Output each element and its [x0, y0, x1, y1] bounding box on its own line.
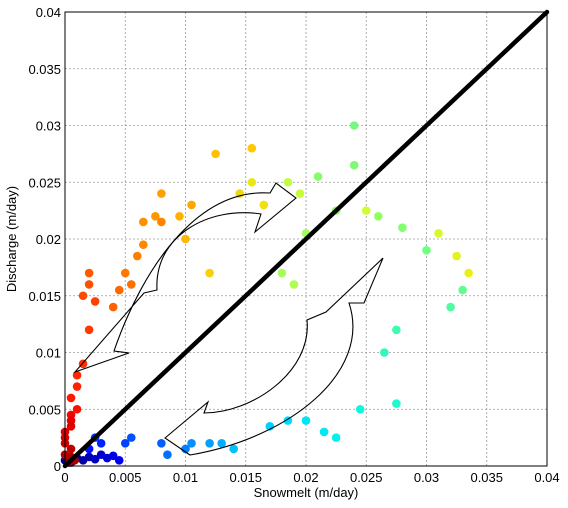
- data-point: [464, 268, 473, 278]
- data-point: [187, 439, 196, 448]
- data-point: [422, 246, 431, 255]
- y-tick-label: 0.035: [28, 62, 61, 77]
- y-tick-label: 0.025: [28, 175, 61, 190]
- data-point: [126, 433, 136, 442]
- x-tick-label: 0.03: [414, 470, 439, 485]
- data-point: [205, 268, 214, 278]
- data-point: [108, 451, 118, 461]
- data-point: [349, 121, 359, 130]
- data-point: [66, 444, 76, 454]
- x-tick-label: 0.04: [534, 470, 559, 485]
- data-point: [289, 280, 299, 289]
- data-point: [66, 421, 76, 431]
- data-point: [187, 200, 196, 210]
- x-tick-label: 0.02: [293, 470, 318, 485]
- data-point: [114, 456, 124, 465]
- data-point: [78, 291, 88, 301]
- data-point: [108, 302, 118, 312]
- y-tick-label: 0.015: [28, 289, 61, 304]
- one-to-one-reference-line: [62, 9, 550, 469]
- data-point: [72, 370, 82, 380]
- x-tick-label: 0.025: [350, 470, 383, 485]
- data-point: [84, 280, 94, 289]
- y-tick-labels: 0 0.005 0.01 0.015 0.02 0.025 0.03 0.035 0.04: [28, 5, 61, 474]
- data-point: [331, 433, 341, 442]
- y-tick-label: 0.01: [36, 346, 61, 361]
- data-point: [157, 439, 166, 448]
- y-tick-label: 0.02: [36, 232, 61, 247]
- data-point: [349, 160, 359, 170]
- data-point: [458, 285, 467, 295]
- y-axis-label: Discharge (m/day): [4, 186, 19, 292]
- data-point: [157, 217, 166, 227]
- hysteresis-arrow-lower: [164, 257, 384, 456]
- data-point: [398, 223, 407, 232]
- data-point: [90, 297, 100, 306]
- data-point: [163, 450, 172, 459]
- data-point: [205, 439, 214, 448]
- data-point: [211, 149, 220, 159]
- data-point: [259, 200, 269, 210]
- data-point: [84, 268, 94, 278]
- x-tick-label: 0.01: [173, 470, 198, 485]
- data-point: [277, 268, 287, 278]
- data-point: [452, 251, 461, 261]
- x-tick-label: 0: [61, 470, 68, 485]
- data-point: [175, 212, 184, 221]
- data-point: [295, 189, 305, 198]
- data-point: [355, 404, 365, 414]
- data-point: [392, 325, 401, 335]
- data-point: [247, 177, 257, 187]
- data-point: [96, 439, 106, 448]
- data-point: [217, 439, 226, 448]
- data-point: [247, 143, 257, 153]
- data-point: [114, 285, 124, 295]
- y-tick-label: 0: [54, 459, 61, 474]
- y-tick-label: 0.04: [36, 5, 61, 20]
- data-point: [90, 454, 100, 464]
- y-tick-label: 0.005: [28, 402, 61, 417]
- data-point: [139, 217, 148, 227]
- x-axis-label: Snowmelt (m/day): [254, 485, 359, 500]
- plot-frame: [64, 11, 548, 467]
- data-point: [434, 229, 443, 238]
- data-point: [301, 416, 311, 425]
- y-tick-label: 0.03: [36, 119, 61, 134]
- x-tick-label: 0.035: [470, 470, 503, 485]
- data-point: [392, 399, 401, 408]
- data-point: [229, 444, 238, 454]
- data-point: [120, 268, 130, 278]
- data-point: [133, 251, 142, 261]
- data-point: [374, 212, 383, 221]
- data-point: [361, 206, 371, 215]
- data-point: [380, 348, 389, 357]
- data-point: [120, 439, 130, 448]
- data-point: [181, 234, 190, 244]
- data-point: [139, 240, 148, 249]
- data-point: [126, 280, 136, 289]
- x-tick-label: 0.015: [229, 470, 262, 485]
- data-point: [313, 172, 323, 181]
- x-tick-label: 0.005: [109, 470, 142, 485]
- data-point: [283, 177, 293, 187]
- data-point: [72, 404, 82, 414]
- data-point: [72, 382, 82, 391]
- data-point: [66, 393, 76, 403]
- hysteresis-arrow-upper: [73, 182, 297, 374]
- x-tick-labels: 0 0.005 0.01 0.015 0.02 0.025 0.03 0.035 0.04: [61, 470, 559, 485]
- gridlines: [65, 12, 547, 466]
- data-point: [151, 212, 160, 221]
- data-point: [446, 302, 455, 312]
- data-point: [84, 325, 94, 335]
- data-point: [319, 427, 329, 437]
- data-point: [157, 189, 166, 198]
